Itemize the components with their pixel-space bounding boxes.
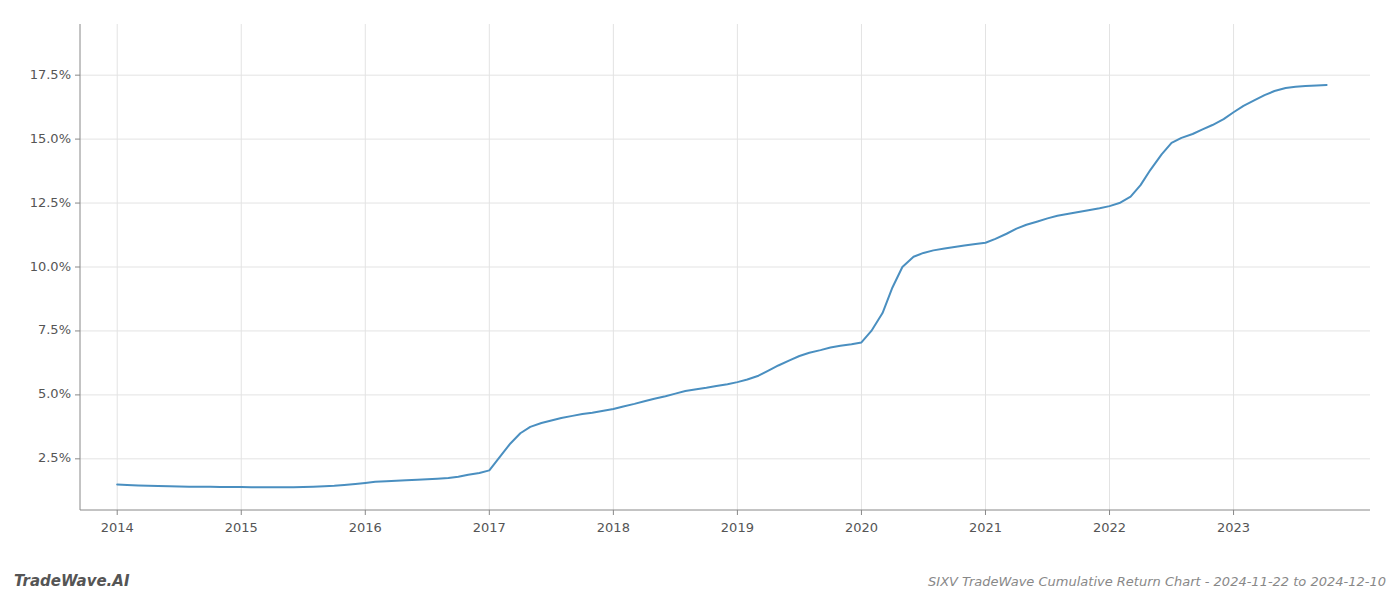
axes: 2014 2015 2016 2017 2018 2019 2020 2021 2022 2023… bbox=[30, 24, 1370, 535]
x-tick bbox=[1233, 510, 1234, 515]
x-axis-line bbox=[80, 510, 1370, 511]
x-tick-label: 2020 bbox=[845, 520, 878, 535]
y-tick bbox=[75, 139, 80, 140]
x-tick-label: 2017 bbox=[473, 520, 506, 535]
y-grid-line bbox=[80, 75, 1370, 76]
grid bbox=[80, 24, 1370, 510]
x-tick-label: 2019 bbox=[721, 520, 754, 535]
plot-area bbox=[117, 85, 1326, 487]
y-tick-label: 2.5% bbox=[38, 450, 71, 465]
x-tick-label: 2018 bbox=[597, 520, 630, 535]
x-tick-label: 2021 bbox=[969, 520, 1002, 535]
y-grid-line bbox=[80, 330, 1370, 331]
x-tick bbox=[613, 510, 614, 515]
y-tick-label: 5.0% bbox=[38, 386, 71, 401]
x-tick bbox=[117, 510, 118, 515]
watermark: TradeWave.AI bbox=[14, 572, 130, 590]
y-tick-label: 17.5% bbox=[30, 67, 71, 82]
x-tick bbox=[861, 510, 862, 515]
x-tick-label: 2023 bbox=[1217, 520, 1250, 535]
y-tick bbox=[75, 75, 80, 76]
x-tick bbox=[1109, 510, 1110, 515]
y-tick bbox=[75, 330, 80, 331]
x-tick-label: 2022 bbox=[1093, 520, 1126, 535]
title: SIXV TradeWave Cumulative Return Chart -… bbox=[928, 574, 1386, 589]
chart: 2014 2015 2016 2017 2018 2019 2020 2021 2022 2023… bbox=[0, 0, 1400, 600]
y-grid-line bbox=[80, 458, 1370, 459]
y-tick-label: 7.5% bbox=[38, 322, 71, 337]
x-tick bbox=[241, 510, 242, 515]
x-tick-label: 2016 bbox=[349, 520, 382, 535]
background bbox=[0, 0, 1400, 600]
x-tick bbox=[985, 510, 986, 515]
x-tick-label: 2015 bbox=[225, 520, 258, 535]
y-tick bbox=[75, 203, 80, 204]
data-line bbox=[117, 85, 1326, 487]
x-tick-label: 2014 bbox=[101, 520, 134, 535]
y-grid-line bbox=[80, 267, 1370, 268]
y-tick-label: 10.0% bbox=[30, 259, 71, 274]
y-tick-label: 12.5% bbox=[30, 195, 71, 210]
x-tick bbox=[489, 510, 490, 515]
y-grid-line bbox=[80, 203, 1370, 204]
y-tick bbox=[75, 394, 80, 395]
y-tick-label: 15.0% bbox=[30, 131, 71, 146]
y-grid-line bbox=[80, 394, 1370, 395]
y-tick bbox=[75, 458, 80, 459]
x-tick bbox=[365, 510, 366, 515]
y-tick bbox=[75, 267, 80, 268]
x-tick bbox=[737, 510, 738, 515]
